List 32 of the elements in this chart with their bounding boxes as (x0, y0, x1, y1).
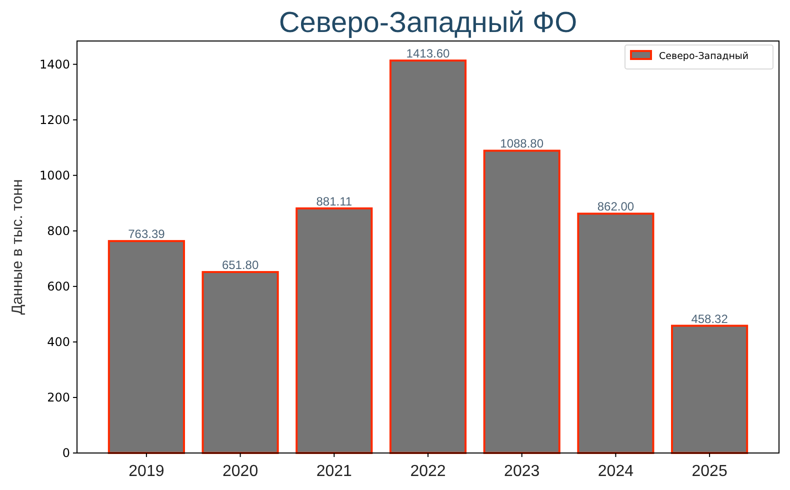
x-tick-label: 2024 (598, 463, 634, 480)
legend-label: Северо-Западный (659, 51, 749, 62)
y-tick-label: 1000 (39, 168, 70, 183)
y-tick-label: 400 (47, 335, 70, 350)
bar (577, 212, 654, 454)
y-tick-label: 600 (47, 280, 70, 294)
x-tick-label: 2022 (410, 463, 446, 480)
x-tick-label: 2023 (504, 463, 540, 480)
bar (202, 271, 279, 454)
y-tick-label: 0 (62, 446, 70, 460)
bar (671, 324, 748, 454)
data-label: 1413.60 (406, 46, 450, 61)
y-tick-label: 800 (47, 224, 70, 238)
bar (108, 240, 185, 454)
data-label: 862.00 (597, 200, 634, 214)
x-tick-label: 2021 (316, 463, 352, 480)
data-label: 1088.80 (500, 136, 544, 151)
data-label: 763.39 (128, 227, 166, 242)
y-tick-label: 1400 (39, 58, 70, 72)
bar (389, 60, 467, 454)
y-tick-label: 200 (47, 390, 70, 405)
y-axis-title: Данные в тыс. тонн (9, 179, 26, 315)
chart-title: Северо-Западный ФО (278, 7, 578, 39)
x-tick-label: 2025 (692, 463, 728, 480)
bar (483, 150, 560, 454)
x-tick-label: 2020 (222, 463, 258, 480)
data-label: 651.80 (222, 258, 259, 272)
bar (296, 207, 373, 454)
y-tick-label: 1200 (39, 113, 70, 128)
data-label: 881.11 (316, 194, 352, 208)
data-label: 458.32 (691, 312, 728, 326)
x-tick-label: 2019 (128, 463, 164, 480)
